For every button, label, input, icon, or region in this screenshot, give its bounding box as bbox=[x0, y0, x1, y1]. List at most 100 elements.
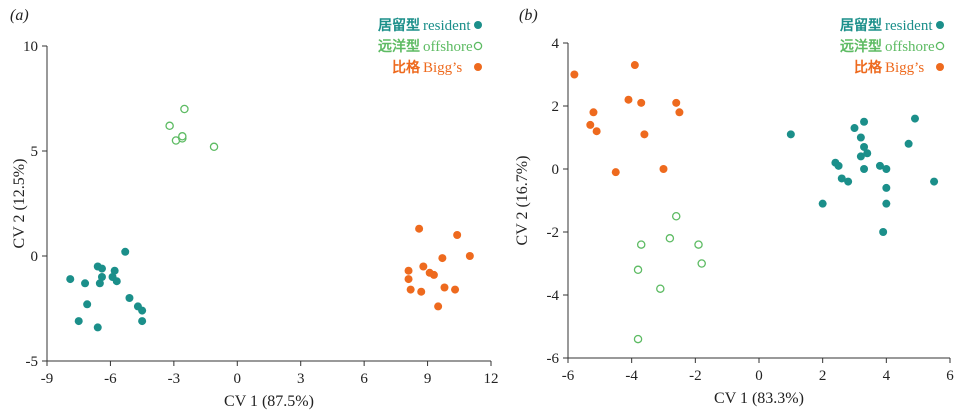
data-point bbox=[429, 270, 438, 279]
x-tick-label: 0 bbox=[234, 371, 242, 387]
data-point bbox=[570, 70, 579, 79]
data-point bbox=[81, 279, 90, 288]
data-point bbox=[589, 108, 598, 117]
data-point bbox=[675, 108, 684, 117]
data-point bbox=[434, 302, 443, 311]
data-point bbox=[417, 287, 426, 296]
data-point bbox=[910, 114, 919, 123]
data-point bbox=[882, 165, 891, 173]
data-point bbox=[875, 161, 884, 170]
data-point bbox=[110, 266, 119, 275]
y-axis-title: CV 2 (16.7%) bbox=[514, 156, 531, 246]
data-point bbox=[656, 284, 665, 293]
y-tick-label: 2 bbox=[552, 99, 560, 115]
data-point bbox=[697, 259, 706, 268]
data-point bbox=[672, 98, 681, 107]
data-point bbox=[860, 142, 869, 151]
x-tick-label: -6 bbox=[562, 368, 575, 384]
data-point bbox=[415, 224, 424, 233]
data-point bbox=[624, 95, 633, 104]
data-point bbox=[95, 279, 104, 288]
data-point bbox=[637, 98, 646, 107]
data-point bbox=[165, 121, 174, 131]
data-point bbox=[451, 285, 460, 294]
series-biggs bbox=[404, 224, 474, 311]
y-tick-label: -6 bbox=[547, 351, 560, 367]
legend-label-cn: 居留型 bbox=[840, 17, 882, 34]
x-tick-label: 4 bbox=[883, 368, 891, 384]
panel-label: (b) bbox=[519, 7, 538, 24]
legend-marker bbox=[936, 21, 944, 29]
data-point bbox=[611, 168, 620, 177]
x-axis-title: CV 1 (83.3%) bbox=[714, 390, 804, 407]
legend-label-cn: 远洋型 bbox=[378, 38, 420, 55]
x-tick-label: 12 bbox=[484, 371, 499, 387]
legend-marker bbox=[935, 41, 945, 51]
data-point bbox=[882, 183, 891, 192]
data-point bbox=[93, 323, 102, 332]
data-point bbox=[180, 104, 189, 114]
x-tick-label: 9 bbox=[424, 371, 432, 387]
legend-label-en: Bigg’s bbox=[885, 60, 924, 76]
y-tick-label: -4 bbox=[547, 288, 560, 304]
data-point bbox=[856, 152, 865, 161]
legend-marker bbox=[473, 41, 483, 51]
data-point bbox=[882, 199, 891, 208]
x-tick-label: 6 bbox=[946, 368, 954, 384]
panel-a-scatter: (a) -9 -6 -3 0 3 6 9 12 -5 0 5 10 CV 1 (87.5%) CV 2 (1… bbox=[10, 7, 499, 410]
series-biggs bbox=[570, 61, 684, 177]
y-tick-label: -2 bbox=[547, 225, 560, 241]
data-point bbox=[671, 211, 681, 221]
y-tick-label: 10 bbox=[23, 39, 38, 55]
y-tick-label: 0 bbox=[31, 249, 39, 265]
legend-label-cn: 比格 bbox=[392, 59, 421, 76]
legend-label-cn: 远洋型 bbox=[840, 38, 882, 55]
series-resident bbox=[786, 114, 939, 236]
data-point bbox=[419, 262, 428, 271]
data-point bbox=[209, 142, 219, 152]
data-point bbox=[66, 275, 75, 284]
data-point bbox=[453, 231, 462, 239]
series-resident bbox=[66, 247, 147, 332]
data-point bbox=[83, 300, 92, 309]
y-tick-label: 4 bbox=[552, 36, 560, 52]
data-point bbox=[404, 275, 413, 284]
data-point bbox=[659, 165, 668, 173]
data-point bbox=[856, 133, 865, 142]
data-point bbox=[860, 165, 869, 173]
x-tick-label: 0 bbox=[755, 368, 763, 384]
legend-label-en: resident bbox=[423, 18, 471, 34]
data-point bbox=[930, 177, 939, 186]
panel-label: (a) bbox=[10, 7, 29, 24]
data-point bbox=[438, 254, 447, 263]
legend-marker bbox=[936, 63, 944, 71]
data-point bbox=[844, 177, 853, 186]
x-tick-label: -4 bbox=[625, 368, 638, 384]
data-point bbox=[904, 139, 913, 148]
data-point bbox=[74, 317, 83, 326]
y-tick-label: 0 bbox=[552, 162, 560, 178]
data-point bbox=[640, 130, 649, 139]
legend-marker bbox=[474, 21, 482, 29]
data-point bbox=[860, 117, 869, 126]
data-point bbox=[404, 266, 413, 275]
data-point bbox=[834, 161, 843, 170]
data-point bbox=[818, 199, 827, 208]
data-point bbox=[138, 317, 147, 326]
legend-label-en: Bigg’s bbox=[423, 60, 462, 76]
legend-label-en: offshore bbox=[423, 39, 473, 55]
x-tick-label: 2 bbox=[819, 368, 827, 384]
data-point bbox=[97, 273, 106, 281]
x-tick-label: -6 bbox=[104, 371, 117, 387]
data-point bbox=[112, 277, 121, 286]
data-point bbox=[121, 247, 130, 256]
data-point bbox=[633, 334, 643, 344]
legend-label-en: resident bbox=[885, 18, 933, 34]
y-tick-label: 5 bbox=[31, 144, 39, 160]
y-tick-label: -5 bbox=[26, 354, 39, 370]
series-offshore bbox=[165, 104, 219, 152]
x-tick-label: -2 bbox=[689, 368, 702, 384]
data-point bbox=[592, 127, 601, 136]
